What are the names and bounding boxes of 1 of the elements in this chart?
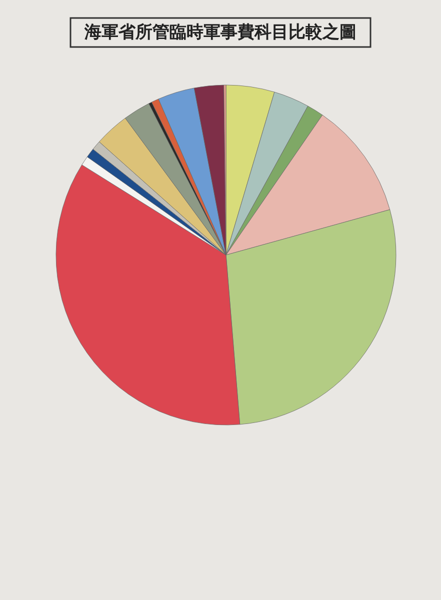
chart-title: 海軍省所管臨時軍事費科目比較之圖 xyxy=(84,22,356,42)
